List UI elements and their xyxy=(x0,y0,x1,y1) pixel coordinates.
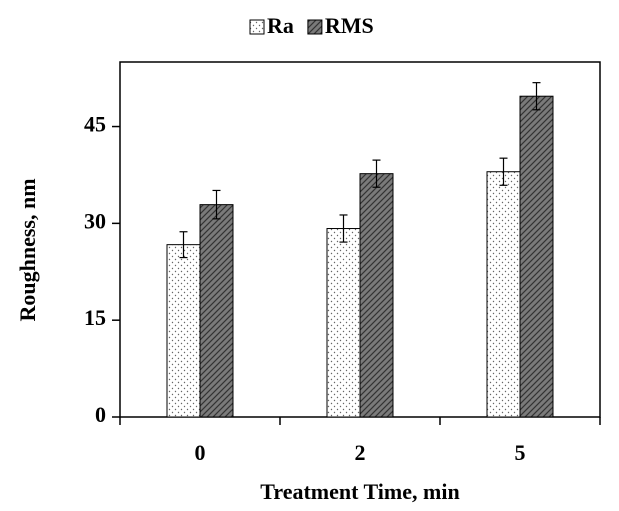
y-axis-label: Roughness, nm xyxy=(15,178,40,321)
bar xyxy=(166,244,201,418)
bar xyxy=(359,173,394,418)
error-bar xyxy=(339,214,348,243)
x-axis-label: Treatment Time, min xyxy=(260,479,459,504)
x-tick-label: 0 xyxy=(195,440,206,465)
x-tick-label: 5 xyxy=(515,440,526,465)
legend-label: Ra xyxy=(267,13,294,38)
legend-swatch xyxy=(307,19,323,35)
x-tick-label: 2 xyxy=(355,440,366,465)
bar xyxy=(519,95,554,418)
error-bar xyxy=(499,157,508,186)
error-bar xyxy=(372,159,381,188)
bar xyxy=(486,171,521,418)
error-bar xyxy=(532,82,541,111)
y-tick-label: 30 xyxy=(84,208,106,233)
y-tick-label: 0 xyxy=(95,402,106,427)
y-tick-label: 15 xyxy=(84,305,106,330)
legend-label: RMS xyxy=(325,13,374,38)
error-bar xyxy=(179,231,188,259)
legend-swatch xyxy=(249,19,265,35)
error-bar xyxy=(212,189,221,220)
bar xyxy=(199,204,234,418)
y-tick-label: 45 xyxy=(84,112,106,137)
bar xyxy=(326,228,361,418)
